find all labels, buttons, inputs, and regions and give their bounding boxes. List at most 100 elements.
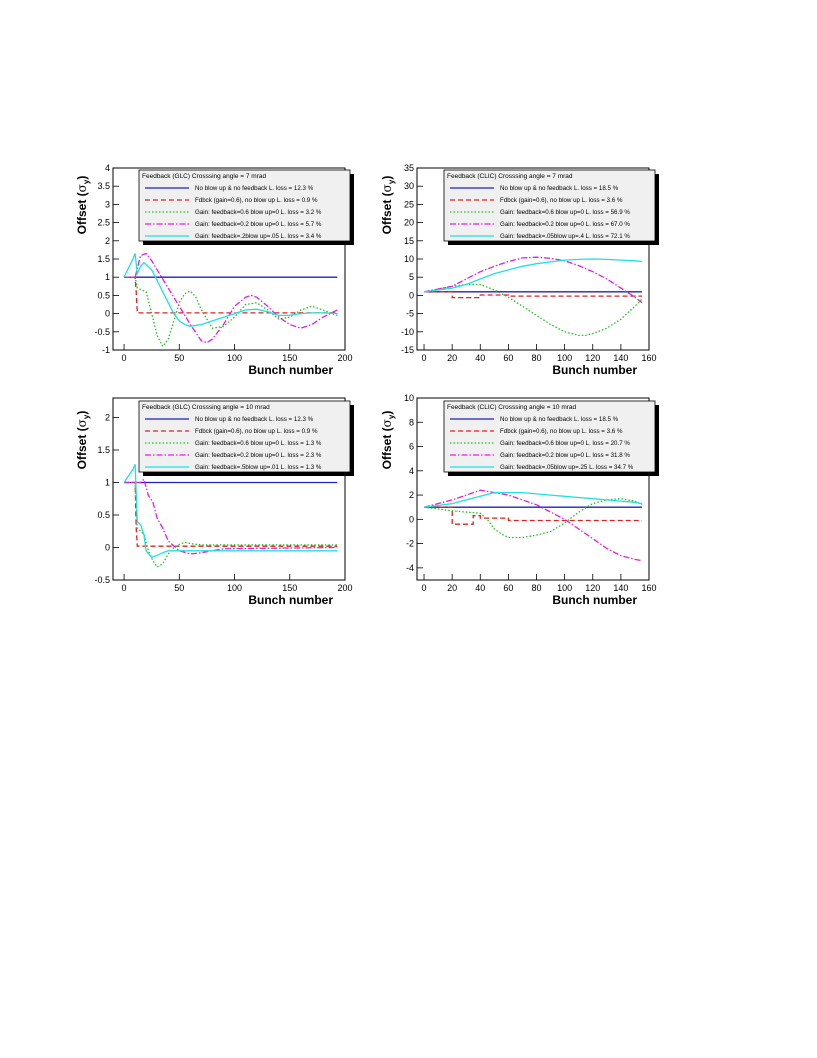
- y-tick-label: -2: [406, 539, 414, 549]
- series-line-5: [423, 491, 643, 508]
- legend-entry-1: No blow up & no feedback L. loss = 12.3 …: [195, 416, 314, 423]
- legend-entry-4: Gain: feedback=0.2 blow up=0 L. loss = 6…: [500, 221, 630, 228]
- y-axis-label: Offset (σy): [380, 176, 396, 235]
- x-tick-label: 200: [337, 583, 352, 593]
- x-tick-label: 0: [422, 583, 427, 593]
- chart-panel-3: -0.5 0 0.5 1 1.5 2 0 50 100 150 200 Bunch number Off…: [75, 397, 354, 607]
- x-tick-label: 120: [585, 583, 600, 593]
- x-axis-label: Bunch number: [552, 593, 637, 607]
- x-axis-label: Bunch number: [552, 363, 637, 377]
- y-tick-label: 1.5: [97, 254, 110, 264]
- chart-panel-2: -15 -10 -5 0 5 10 15 20 25 30 35 0 20 40 60 80 100 120 140…: [380, 163, 659, 377]
- x-tick-label: 60: [503, 353, 513, 363]
- chart-panel-1: -1 -0.5 0 0.5 1 1.5 2 2.5 3 3.5 4 0 50 100 150 200 Bunch…: [75, 163, 354, 377]
- legend-entry-5: Gain: feedback=.5blow up=.01 L. loss = 1…: [195, 464, 322, 471]
- y-tick-label: 5: [409, 272, 414, 282]
- legend-entry-2: Fdbck (gain=0.6), no blow up L. loss = 3…: [500, 428, 623, 435]
- legend-entry-1: No blow up & no feedback L. loss = 18.5 …: [500, 185, 619, 192]
- y-axis-label-sigma: σ: [380, 419, 394, 427]
- legend-title: Feedback (CLIC) Crosssing angle = 7 mrad: [447, 173, 573, 180]
- legend-title: Feedback (GLC) Crosssing angle = 7 mrad: [142, 173, 266, 180]
- x-tick-label: 140: [613, 353, 628, 363]
- y-tick-label: 0.5: [97, 290, 110, 300]
- series-line-5: [123, 253, 338, 327]
- x-tick-label: 20: [447, 583, 457, 593]
- y-tick-label: 2: [105, 413, 110, 423]
- y-tick-label: 8: [409, 417, 414, 427]
- y-axis-label-sigma: σ: [75, 184, 89, 192]
- x-tick-label: 0: [122, 583, 127, 593]
- x-tick-label: 160: [641, 353, 656, 363]
- y-tick-label: 0.5: [97, 510, 110, 520]
- y-axis-label-close: ): [75, 176, 89, 180]
- x-tick-label: 20: [447, 353, 457, 363]
- series-line-2: [124, 276, 338, 314]
- legend-entry-1: No blow up & no feedback L. loss = 12.3 …: [195, 185, 314, 192]
- y-tick-label: 3.5: [97, 181, 110, 191]
- series-line-5: [123, 464, 338, 559]
- x-tick-label: 50: [174, 353, 184, 363]
- y-tick-label: 25: [404, 199, 414, 209]
- series-line-2: [424, 506, 642, 525]
- x-tick-label: 80: [532, 353, 542, 363]
- y-tick-label: 0: [105, 309, 110, 319]
- series-line-3: [124, 481, 338, 568]
- y-tick-label: 4: [409, 466, 414, 476]
- series-group: [123, 464, 338, 568]
- legend-entry-1: No blow up & no feedback L. loss = 18.5 …: [500, 416, 619, 423]
- series-group: [423, 489, 643, 562]
- series-group: [423, 256, 643, 337]
- y-tick-label: 2.5: [97, 218, 110, 228]
- y-axis-label-close: ): [380, 411, 394, 415]
- y-axis-label-close: ): [380, 176, 394, 180]
- x-axis-label: Bunch number: [248, 593, 333, 607]
- x-tick-label: 120: [585, 353, 600, 363]
- y-tick-label: -0.5: [94, 575, 110, 585]
- legend-title: Feedback (GLC) Crosssing angle = 10 mrad: [142, 404, 270, 411]
- y-tick-label: 35: [404, 163, 414, 173]
- legend-entry-5: Gain: feedback=.05blow up=.4 L. loss = 7…: [500, 233, 630, 240]
- x-tick-label: 140: [613, 583, 628, 593]
- series-line-2: [424, 291, 642, 299]
- y-tick-label: -0.5: [94, 327, 110, 337]
- y-tick-label: 0: [409, 290, 414, 300]
- legend-entry-3: Gain: feedback=0.6 blow up=0 L. loss = 1…: [195, 440, 322, 447]
- x-tick-label: 100: [227, 583, 242, 593]
- plot-frame: [416, 397, 650, 581]
- y-tick-label: 1.5: [97, 445, 110, 455]
- x-tick-label: 100: [227, 353, 242, 363]
- legend-box: [443, 400, 656, 473]
- x-tick-label: 80: [532, 583, 542, 593]
- legend-entry-3: Gain: feedback=0.6 blow up=0 L. loss = 3…: [195, 209, 322, 216]
- x-tick-label: 160: [641, 583, 656, 593]
- y-axis-label-main: Offset (: [75, 427, 89, 469]
- y-tick-label: 2: [105, 236, 110, 246]
- x-tick-label: 150: [282, 353, 297, 363]
- series-line-2: [124, 481, 338, 547]
- y-axis-label-sub: y: [82, 179, 91, 184]
- y-axis-label-main: Offset (: [380, 427, 394, 469]
- y-tick-label: 15: [404, 236, 414, 246]
- y-tick-label: 1: [105, 272, 110, 282]
- x-tick-label: 60: [503, 583, 513, 593]
- y-axis-label: Offset (σy): [75, 411, 91, 470]
- y-axis-label-sub: y: [387, 414, 396, 419]
- x-axis-label: Bunch number: [248, 363, 333, 377]
- y-tick-label: -5: [406, 309, 414, 319]
- x-tick-label: 200: [337, 353, 352, 363]
- x-tick-label: 150: [282, 583, 297, 593]
- legend-entry-4: Gain: feedback=0.2 blow up=0 L. loss = 5…: [195, 221, 322, 228]
- x-tick-label: 40: [475, 583, 485, 593]
- y-axis-label-sub: y: [82, 414, 91, 419]
- legend-entry-5: Gain: feedback=.05blow up=.25 L. loss = …: [500, 464, 634, 471]
- legend-box: [138, 169, 351, 242]
- y-tick-label: 10: [404, 393, 414, 403]
- series-line-3: [423, 283, 643, 337]
- legend-title: Feedback (CLIC) Crosssing angle = 10 mra…: [447, 404, 577, 411]
- legend-entry-5: Gain: feedback=.2blow up=.05 L. loss = 3…: [195, 233, 322, 240]
- legend-entry-2: Fdbck (gain=0.6), no blow up L. loss = 0…: [195, 197, 318, 204]
- series-line-5: [423, 258, 643, 293]
- y-axis-label-sub: y: [387, 179, 396, 184]
- y-tick-label: -10: [401, 327, 414, 337]
